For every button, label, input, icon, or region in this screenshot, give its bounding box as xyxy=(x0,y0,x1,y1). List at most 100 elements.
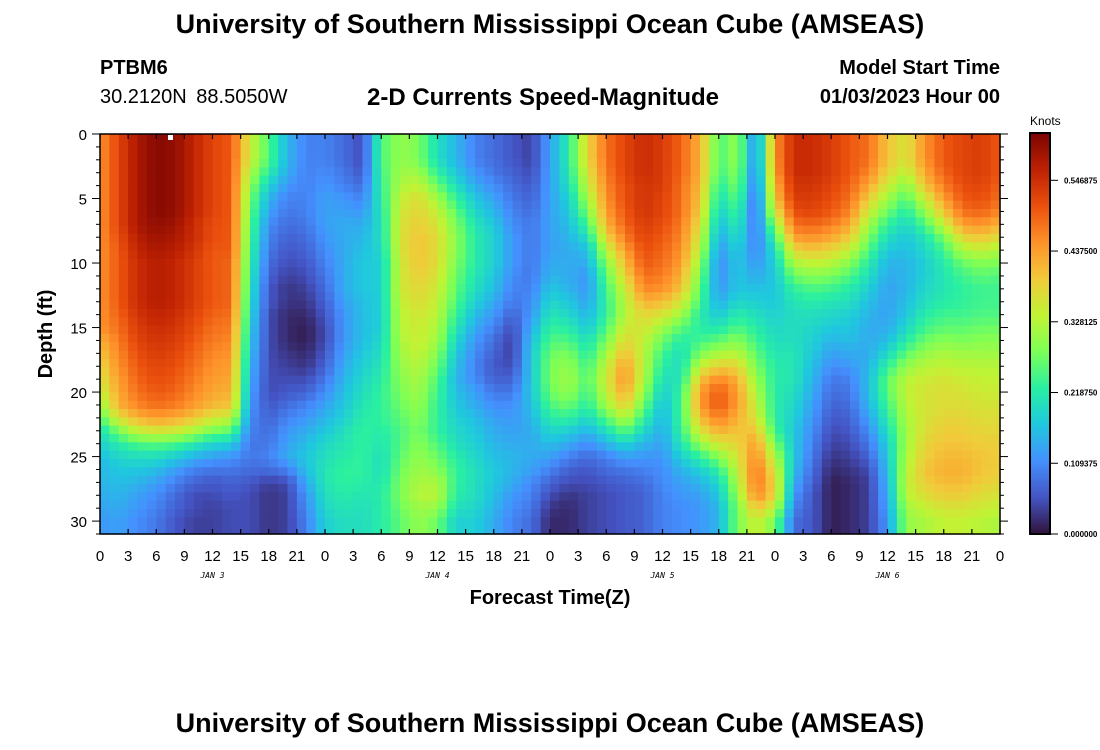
heatmap-cell xyxy=(100,350,110,360)
heatmap-cell xyxy=(925,459,935,468)
heatmap-cell xyxy=(568,384,579,393)
heatmap-cell xyxy=(212,475,223,485)
heatmap-cell xyxy=(334,459,345,468)
heatmap-cell xyxy=(859,184,870,193)
heatmap-cell xyxy=(390,234,401,243)
heatmap-cell xyxy=(831,459,842,468)
heatmap-cell xyxy=(775,484,785,493)
heatmap-cell xyxy=(484,350,495,360)
heatmap-cell xyxy=(906,492,917,502)
heatmap-cell xyxy=(765,142,776,152)
heatmap-cell xyxy=(981,475,992,485)
heatmap-cell xyxy=(418,325,429,335)
heatmap-cell xyxy=(784,209,795,218)
heatmap-cell xyxy=(831,292,842,302)
heatmap-cell xyxy=(915,492,926,502)
heatmap-cell xyxy=(221,467,232,477)
heatmap-cell xyxy=(137,309,148,318)
heatmap-cell xyxy=(850,275,860,285)
heatmap-cell xyxy=(165,250,176,260)
heatmap-cell xyxy=(259,325,270,335)
heatmap-cell xyxy=(409,150,420,160)
heatmap-cell xyxy=(634,392,645,402)
heatmap-cell xyxy=(175,434,185,443)
heatmap-cell xyxy=(850,442,860,452)
heatmap-cell xyxy=(625,517,635,527)
heatmap-cell xyxy=(475,275,485,285)
heatmap-cell xyxy=(896,342,907,352)
heatmap-cell xyxy=(184,342,195,352)
heatmap-cell xyxy=(793,367,804,377)
heatmap-cell xyxy=(531,300,542,310)
heatmap-cell xyxy=(240,392,251,402)
heatmap-cell xyxy=(803,142,814,152)
heatmap-cell xyxy=(512,417,523,427)
heatmap-cell xyxy=(690,209,701,218)
heatmap-cell xyxy=(971,359,982,368)
heatmap-cell xyxy=(831,209,842,218)
heatmap-cell xyxy=(606,317,617,327)
heatmap-cell xyxy=(981,342,992,352)
heatmap-cell xyxy=(334,509,345,518)
heatmap-cell xyxy=(353,367,364,377)
heatmap-cell xyxy=(353,484,364,493)
heatmap-cell xyxy=(756,450,767,460)
heatmap-cell xyxy=(812,500,823,510)
heatmap-cell xyxy=(268,342,279,352)
heatmap-cell xyxy=(446,300,457,310)
heatmap-cell xyxy=(718,300,729,310)
heatmap-cell xyxy=(831,517,842,527)
heatmap-cell xyxy=(146,225,157,235)
heatmap-cell xyxy=(625,442,635,452)
heatmap-cell xyxy=(653,525,664,535)
heatmap-cell xyxy=(728,400,739,410)
heatmap-cell xyxy=(737,334,748,343)
heatmap-cell xyxy=(268,317,279,327)
heatmap-cell xyxy=(212,192,223,202)
heatmap-cell xyxy=(803,259,814,268)
heatmap-cell xyxy=(756,384,767,393)
heatmap-cell xyxy=(971,242,982,252)
heatmap-cell xyxy=(193,300,204,310)
heatmap-cell xyxy=(381,309,392,318)
heatmap-cell xyxy=(334,359,345,368)
heatmap-cell xyxy=(934,175,945,185)
heatmap-cell xyxy=(643,159,654,168)
heatmap-cell xyxy=(709,359,720,368)
heatmap-cell xyxy=(821,242,832,252)
heatmap-cell xyxy=(775,142,785,152)
heatmap-cell xyxy=(503,225,514,235)
heatmap-cell xyxy=(484,325,495,335)
heatmap-cell xyxy=(803,384,814,393)
heatmap-cell xyxy=(700,242,710,252)
heatmap-cell xyxy=(700,184,710,193)
heatmap-cell xyxy=(259,200,270,210)
heatmap-cell xyxy=(943,384,954,393)
heatmap-cell xyxy=(653,400,664,410)
heatmap-cell xyxy=(915,400,926,410)
heatmap-cell xyxy=(165,467,176,477)
heatmap-cell xyxy=(821,375,832,385)
heatmap-cell xyxy=(118,192,129,202)
heatmap-cell xyxy=(203,425,214,435)
heatmap-cell xyxy=(953,175,964,185)
heatmap-cell xyxy=(203,392,214,402)
heatmap-cell xyxy=(221,392,232,402)
heatmap-cell xyxy=(428,500,439,510)
heatmap-cell xyxy=(868,325,879,335)
heatmap-cell xyxy=(859,459,870,468)
heatmap-cell xyxy=(184,309,195,318)
heatmap-cell xyxy=(971,284,982,293)
heatmap-cell xyxy=(934,225,945,235)
heatmap-cell xyxy=(484,500,495,510)
heatmap-cell xyxy=(381,250,392,260)
x-tick-label: 15 xyxy=(232,548,249,565)
heatmap-cell xyxy=(756,167,767,177)
heatmap-cell xyxy=(896,259,907,268)
heatmap-cell xyxy=(109,300,120,310)
heatmap-cell xyxy=(718,384,729,393)
heatmap-cell xyxy=(268,167,279,177)
heatmap-cell xyxy=(512,275,523,285)
heatmap-cell xyxy=(821,400,832,410)
heatmap-cell xyxy=(634,167,645,177)
